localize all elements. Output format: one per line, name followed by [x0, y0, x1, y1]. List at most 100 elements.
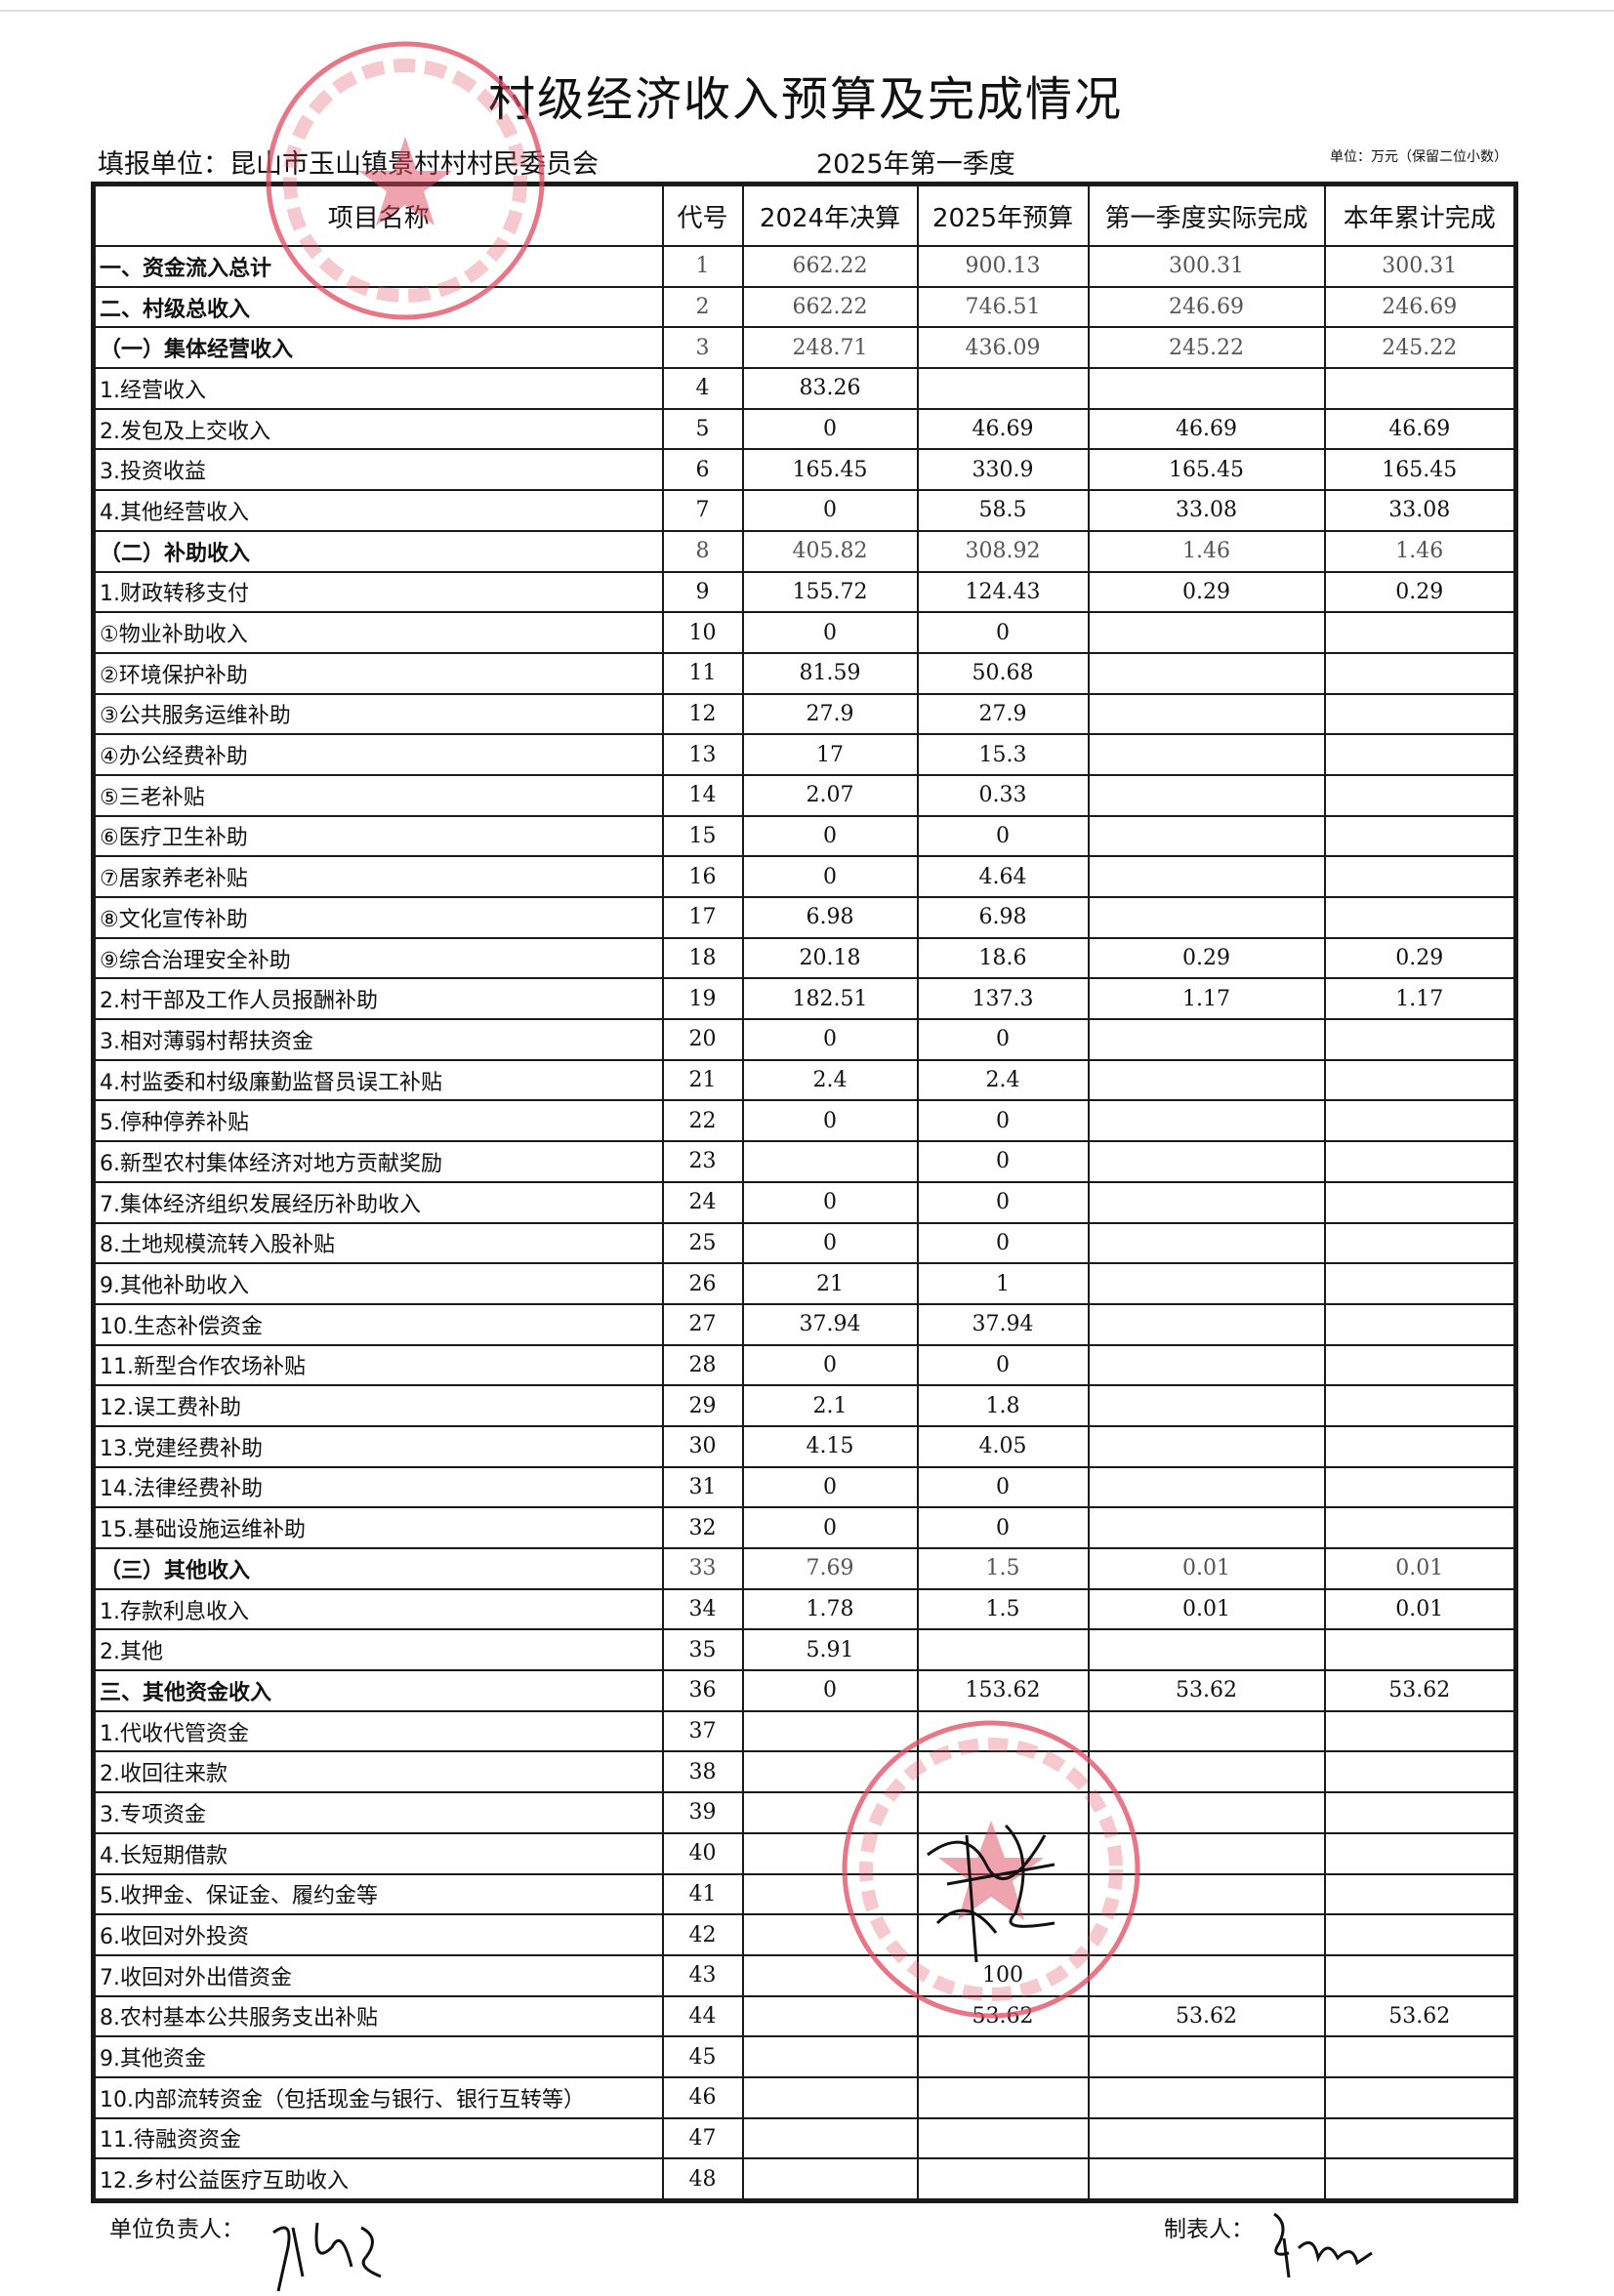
value-q1-actual	[1087, 1058, 1326, 1102]
value-2024-final	[741, 2116, 919, 2160]
value-ytd	[1323, 1913, 1517, 1956]
value-2024-final: 0	[741, 814, 919, 858]
table-row: 9.其他补助收入 26 21 1	[92, 1262, 1517, 1305]
item-name: 12.误工费补助	[92, 1384, 664, 1427]
table-row: 7.集体经济组织发展经历补助收入 24 0 0	[92, 1180, 1517, 1224]
value-q1-actual: 33.08	[1087, 489, 1326, 532]
item-name: 1.经营收入	[92, 367, 664, 410]
item-code: 10	[661, 611, 744, 654]
item-code: 38	[661, 1750, 744, 1794]
item-name: 2.其他	[92, 1628, 664, 1672]
value-ytd	[1323, 1384, 1517, 1427]
item-name: ⑥医疗卫生补助	[92, 814, 664, 858]
value-ytd: 1.17	[1323, 977, 1517, 1021]
value-2025-budget: 4.05	[916, 1424, 1090, 1468]
value-ytd	[1323, 1302, 1517, 1346]
col-header-2024: 2024年决算	[741, 183, 919, 247]
unit-head-signature	[272, 2222, 382, 2292]
item-code: 22	[661, 1099, 744, 1143]
value-2025-budget: 6.98	[916, 896, 1090, 939]
value-ytd	[1323, 855, 1517, 898]
item-name: 2.收回往来款	[92, 1750, 664, 1794]
value-2025-budget	[916, 367, 1090, 410]
value-2025-budget: 0	[916, 1018, 1090, 1061]
value-2025-budget: 0	[916, 1506, 1090, 1549]
value-2024-final	[741, 1750, 919, 1794]
value-q1-actual	[1087, 1099, 1326, 1143]
value-2024-final: 27.9	[741, 692, 919, 736]
value-2025-budget	[916, 2157, 1090, 2202]
value-2025-budget: 0	[916, 1343, 1090, 1387]
value-2024-final: 0	[741, 1343, 919, 1387]
value-2025-budget: 1.8	[916, 1384, 1090, 1427]
item-code: 1	[661, 245, 744, 288]
value-2025-budget: 15.3	[916, 733, 1090, 776]
value-2025-budget: 53.62	[916, 1994, 1090, 2038]
item-code: 7	[661, 489, 744, 532]
col-header-code: 代号	[661, 183, 744, 247]
value-ytd	[1323, 2035, 1517, 2078]
item-code: 44	[661, 1994, 744, 2038]
value-2024-final	[741, 2075, 919, 2119]
value-2025-budget	[916, 1791, 1090, 1834]
value-2025-budget: 900.13	[916, 245, 1090, 288]
value-ytd	[1323, 1791, 1517, 1834]
table-row: 15.基础设施运维补助 32 0 0	[92, 1506, 1517, 1549]
item-name: 9.其他补助收入	[92, 1262, 664, 1305]
value-ytd: 300.31	[1323, 245, 1517, 288]
table-row: 2.收回往来款 38	[92, 1750, 1517, 1794]
value-q1-actual	[1087, 611, 1326, 654]
item-name: 1.存款利息收入	[92, 1587, 664, 1631]
table-row: 三、其他资金收入 36 0 153.62 53.62 53.62	[92, 1669, 1517, 1712]
item-name: 11.新型合作农场补贴	[92, 1343, 664, 1387]
item-name: 14.法律经费补助	[92, 1465, 664, 1509]
col-header-2025: 2025年预算	[916, 183, 1090, 247]
value-2024-final: 155.72	[741, 570, 919, 614]
table-row: 2.其他 35 5.91	[92, 1628, 1517, 1672]
table-row: ⑦居家养老补贴 16 0 4.64	[92, 855, 1517, 898]
value-2024-final: 21	[741, 1262, 919, 1305]
value-2024-final: 6.98	[741, 896, 919, 939]
value-2025-budget	[916, 1831, 1090, 1875]
item-name: 13.党建经费补助	[92, 1424, 664, 1468]
value-2024-final: 0	[741, 611, 919, 654]
item-name: 15.基础设施运维补助	[92, 1506, 664, 1549]
value-2024-final	[741, 1831, 919, 1875]
value-ytd	[1323, 1343, 1517, 1387]
value-2024-final: 0	[741, 1018, 919, 1061]
item-code: 37	[661, 1709, 744, 1753]
table-row: 3.投资收益 6 165.45 330.9 165.45 165.45	[92, 448, 1517, 492]
item-name: 3.相对薄弱村帮扶资金	[92, 1018, 664, 1061]
value-ytd: 246.69	[1323, 285, 1517, 329]
value-2025-budget: 1	[916, 1262, 1090, 1305]
value-q1-actual	[1087, 1872, 1326, 1916]
value-ytd	[1323, 1424, 1517, 1468]
value-ytd: 0.01	[1323, 1547, 1517, 1590]
value-q1-actual	[1087, 1465, 1326, 1509]
value-2025-budget: 0	[916, 814, 1090, 858]
value-ytd	[1323, 1018, 1517, 1061]
table-row: （一）集体经营收入 3 248.71 436.09 245.22 245.22	[92, 326, 1517, 370]
value-2024-final: 0	[741, 489, 919, 532]
item-code: 15	[661, 814, 744, 858]
table-row: ⑤三老补贴 14 2.07 0.33	[92, 773, 1517, 817]
value-q1-actual	[1087, 773, 1326, 817]
item-name: 3.投资收益	[92, 448, 664, 492]
value-q1-actual	[1087, 1791, 1326, 1834]
table-row: 14.法律经费补助 31 0 0	[92, 1465, 1517, 1509]
item-code: 35	[661, 1628, 744, 1672]
value-2025-budget: 50.68	[916, 651, 1090, 695]
table-row: 10.内部流转资金（包括现金与银行、银行互转等） 46	[92, 2075, 1517, 2119]
income-table: 项目名称 代号 2024年决算 2025年预算 第一季度实际完成 本年累计完成 …	[91, 182, 1518, 2203]
item-code: 16	[661, 855, 744, 898]
value-q1-actual: 0.29	[1087, 936, 1326, 980]
header-row: 项目名称 代号 2024年决算 2025年预算 第一季度实际完成 本年累计完成	[92, 183, 1517, 247]
table-row: 13.党建经费补助 30 4.15 4.05	[92, 1424, 1517, 1468]
value-2025-budget	[916, 2116, 1090, 2160]
item-name: 9.其他资金	[92, 2035, 664, 2078]
value-2024-final	[741, 1791, 919, 1834]
item-code: 25	[661, 1221, 744, 1265]
value-2025-budget: 46.69	[916, 407, 1090, 451]
item-code: 21	[661, 1058, 744, 1102]
value-q1-actual	[1087, 1343, 1326, 1387]
